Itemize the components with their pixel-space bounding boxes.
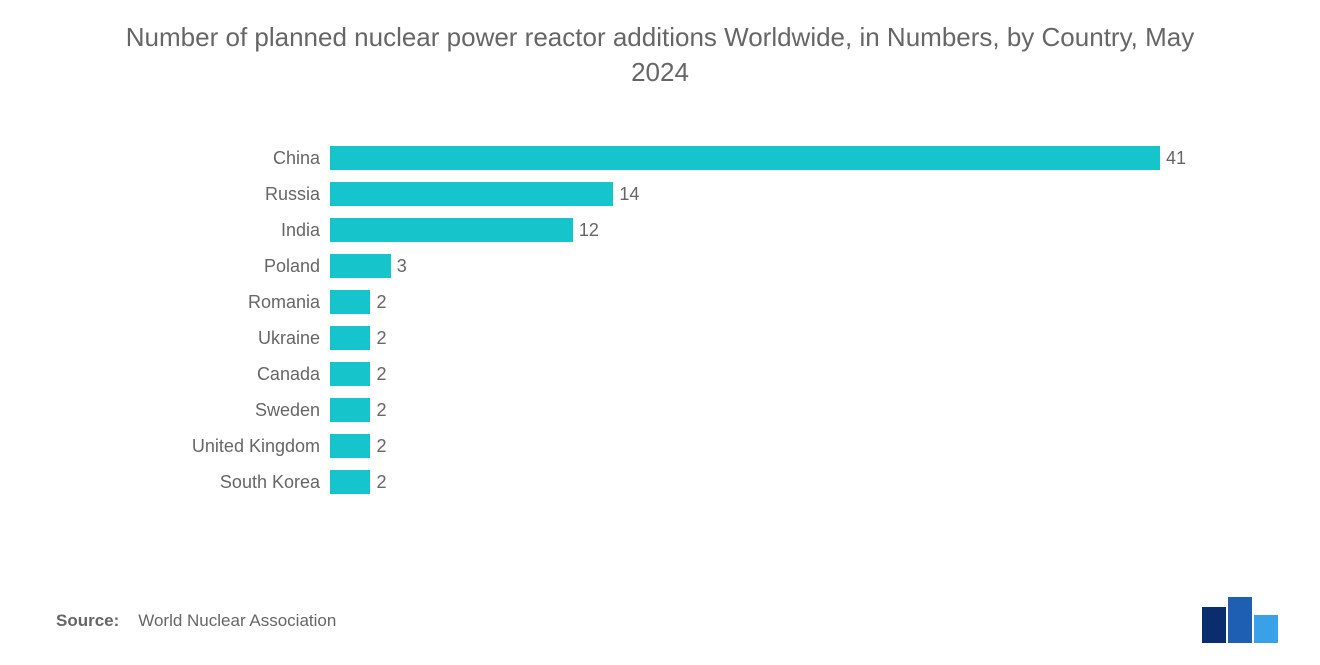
chart-row: United Kingdom2 <box>150 428 1160 464</box>
bar: 2 <box>330 326 370 350</box>
bar-track: 41 <box>330 146 1160 170</box>
logo-bar-1 <box>1202 607 1226 643</box>
value-label: 14 <box>619 182 639 206</box>
category-label: China <box>150 148 330 169</box>
value-label: 2 <box>376 326 386 350</box>
value-label: 2 <box>376 362 386 386</box>
chart-title: Number of planned nuclear power reactor … <box>110 20 1210 90</box>
category-label: South Korea <box>150 472 330 493</box>
category-label: Canada <box>150 364 330 385</box>
source-text: World Nuclear Association <box>138 611 336 630</box>
bar-track: 14 <box>330 182 1160 206</box>
bar-track: 2 <box>330 470 1160 494</box>
source-prefix: Source: <box>56 611 119 630</box>
chart-row: South Korea2 <box>150 464 1160 500</box>
category-label: Sweden <box>150 400 330 421</box>
category-label: Russia <box>150 184 330 205</box>
bar: 14 <box>330 182 613 206</box>
value-label: 2 <box>376 290 386 314</box>
bar: 2 <box>330 290 370 314</box>
bar: 2 <box>330 434 370 458</box>
bar-track: 2 <box>330 290 1160 314</box>
bar: 3 <box>330 254 391 278</box>
category-label: India <box>150 220 330 241</box>
chart-container: Number of planned nuclear power reactor … <box>0 0 1320 665</box>
category-label: Ukraine <box>150 328 330 349</box>
bar-track: 3 <box>330 254 1160 278</box>
category-label: Romania <box>150 292 330 313</box>
value-label: 2 <box>376 434 386 458</box>
bar-track: 12 <box>330 218 1160 242</box>
bar: 2 <box>330 398 370 422</box>
brand-logo <box>1202 597 1286 643</box>
chart-row: Romania2 <box>150 284 1160 320</box>
chart-row: India12 <box>150 212 1160 248</box>
value-label: 2 <box>376 470 386 494</box>
chart-row: Russia14 <box>150 176 1160 212</box>
logo-bar-2 <box>1228 597 1252 643</box>
chart-row: Poland3 <box>150 248 1160 284</box>
value-label: 3 <box>397 254 407 278</box>
bar: 2 <box>330 362 370 386</box>
bar-track: 2 <box>330 398 1160 422</box>
bar: 12 <box>330 218 573 242</box>
value-label: 41 <box>1166 146 1186 170</box>
chart-row: Ukraine2 <box>150 320 1160 356</box>
source-line: Source: World Nuclear Association <box>56 611 336 631</box>
bar-chart: China41Russia14India12Poland3Romania2Ukr… <box>150 140 1160 500</box>
bar: 2 <box>330 470 370 494</box>
bar-track: 2 <box>330 326 1160 350</box>
value-label: 2 <box>376 398 386 422</box>
bar: 41 <box>330 146 1160 170</box>
category-label: Poland <box>150 256 330 277</box>
value-label: 12 <box>579 218 599 242</box>
chart-row: Sweden2 <box>150 392 1160 428</box>
chart-row: China41 <box>150 140 1160 176</box>
chart-row: Canada2 <box>150 356 1160 392</box>
logo-bar-3 <box>1254 615 1278 643</box>
bar-track: 2 <box>330 362 1160 386</box>
category-label: United Kingdom <box>150 436 330 457</box>
bar-track: 2 <box>330 434 1160 458</box>
